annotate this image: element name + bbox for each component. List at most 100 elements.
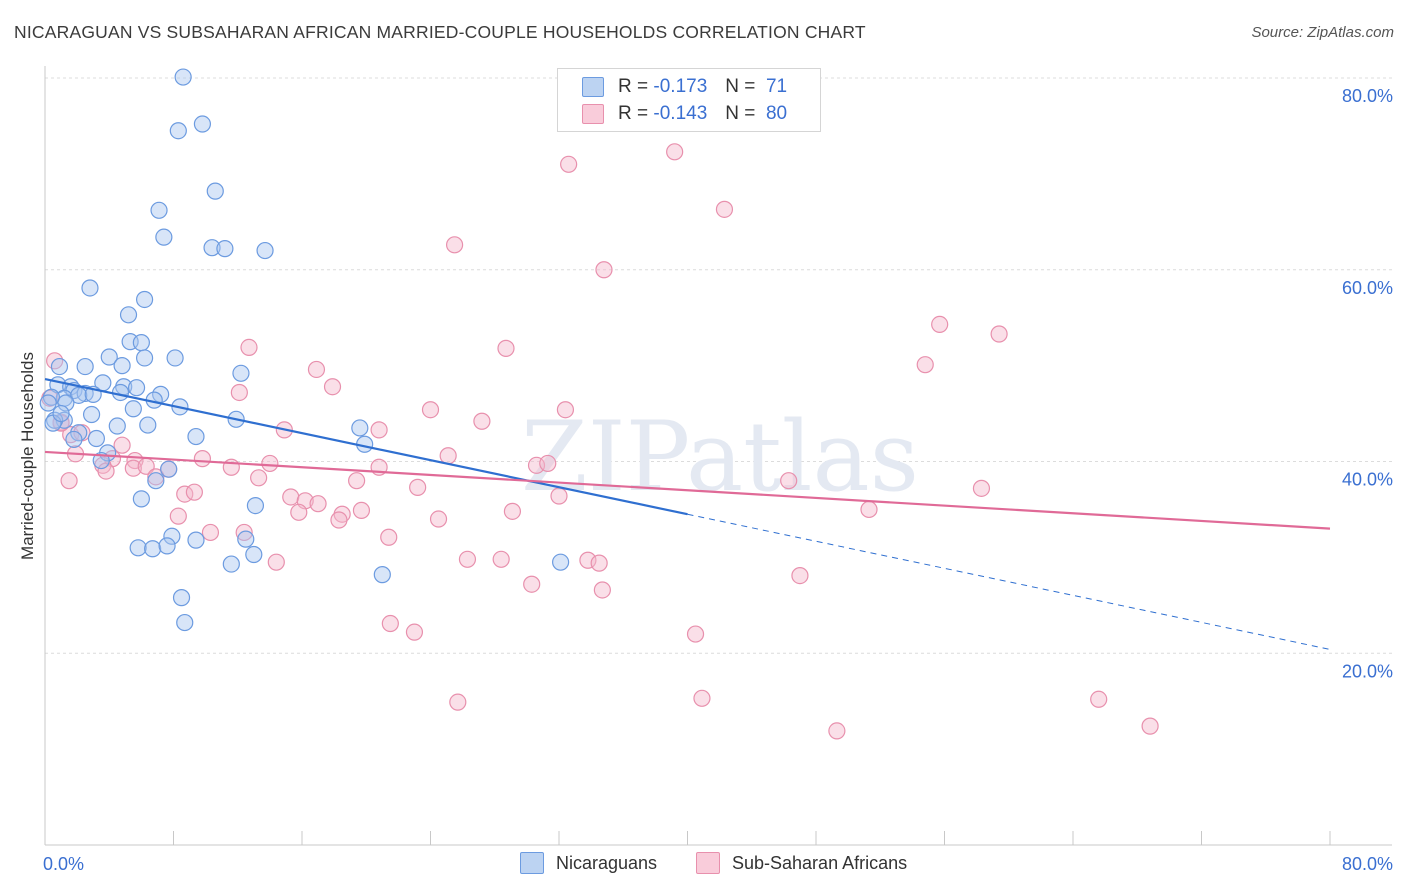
point-sub-saharan-africans: [686, 625, 705, 643]
point-sub-saharan-africans: [282, 488, 300, 506]
point-sub-saharan-africans: [405, 623, 424, 641]
point-nicaraguans: [81, 279, 99, 297]
point-nicaraguans: [237, 530, 255, 548]
legend-r-value: -0.173: [653, 76, 708, 97]
point-sub-saharan-africans: [931, 315, 949, 333]
point-nicaraguans: [76, 357, 94, 376]
point-sub-saharan-africans: [828, 722, 846, 740]
series-nicaraguans-points: [39, 68, 570, 632]
point-sub-saharan-africans: [290, 503, 308, 521]
point-sub-saharan-africans: [409, 478, 427, 496]
point-nicaraguans: [132, 490, 150, 508]
point-nicaraguans: [111, 383, 130, 402]
legend-r-label: R =: [618, 76, 649, 97]
point-sub-saharan-africans: [445, 236, 464, 254]
legend-n-label: N =: [725, 76, 756, 97]
watermark: ZIPatlas: [521, 401, 919, 513]
point-sub-saharan-africans: [539, 454, 557, 473]
point-nicaraguans: [169, 122, 187, 140]
point-sub-saharan-africans: [916, 356, 934, 374]
legend-swatch-pink: [696, 852, 720, 874]
point-nicaraguans: [187, 427, 205, 446]
point-nicaraguans: [50, 357, 69, 376]
point-nicaraguans: [232, 364, 250, 382]
stats-legend: R = -0.173 N = 71 R = -0.143 N = 80: [557, 68, 821, 132]
point-nicaraguans: [144, 540, 162, 558]
point-sub-saharan-africans: [330, 511, 348, 529]
legend-row-sub-saharan: R = -0.143 N = 80: [582, 101, 787, 127]
point-sub-saharan-africans: [693, 689, 711, 707]
y-tick-label: 60.0%: [1342, 278, 1393, 298]
point-nicaraguans: [147, 472, 165, 490]
point-nicaraguans: [70, 386, 88, 404]
point-sub-saharan-africans: [860, 500, 878, 519]
point-sub-saharan-africans: [97, 462, 115, 480]
gridlines: [45, 77, 1392, 654]
point-sub-saharan-africans: [60, 472, 78, 490]
point-nicaraguans: [158, 537, 176, 555]
point-sub-saharan-africans: [556, 401, 575, 419]
point-nicaraguans: [174, 68, 192, 86]
point-nicaraguans: [166, 349, 184, 367]
chart-title: NICARAGUAN VS SUBSAHARAN AFRICAN MARRIED…: [14, 22, 866, 42]
point-nicaraguans: [163, 527, 181, 545]
trend-line-sub-saharan-africans: [44, 450, 1331, 530]
point-nicaraguans: [39, 394, 57, 412]
axes: [44, 66, 1392, 846]
point-sub-saharan-africans: [185, 483, 203, 501]
point-sub-saharan-africans: [473, 412, 491, 430]
point-sub-saharan-africans: [560, 155, 578, 173]
source-label: Source: ZipAtlas.com: [1251, 24, 1394, 41]
legend-item-sub-saharan-africans[interactable]: Sub-Saharan Africans: [696, 852, 907, 874]
point-nicaraguans: [246, 497, 265, 515]
point-sub-saharan-africans: [307, 360, 326, 379]
point-nicaraguans: [57, 394, 75, 412]
point-nicaraguans: [129, 539, 147, 557]
point-sub-saharan-africans: [666, 143, 684, 161]
point-sub-saharan-africans: [124, 459, 142, 477]
point-sub-saharan-africans: [147, 468, 165, 486]
point-sub-saharan-africans: [230, 383, 248, 402]
y-tick-label: 80.0%: [1342, 86, 1393, 106]
point-nicaraguans: [135, 290, 154, 309]
point-nicaraguans: [176, 613, 194, 632]
point-sub-saharan-africans: [380, 528, 398, 546]
point-nicaraguans: [150, 201, 168, 219]
x-tick-label: 80.0%: [1342, 854, 1393, 874]
point-nicaraguans: [222, 555, 240, 573]
point-sub-saharan-africans: [240, 338, 258, 357]
point-sub-saharan-africans: [449, 693, 467, 711]
point-nicaraguans: [256, 241, 274, 260]
legend-row-nicaraguans: R = -0.173 N = 71: [582, 74, 787, 100]
point-nicaraguans: [139, 416, 157, 434]
trend-lines: [44, 377, 1331, 650]
point-sub-saharan-africans: [990, 325, 1008, 343]
point-nicaraguans: [552, 553, 570, 571]
point-sub-saharan-africans: [590, 554, 608, 572]
point-sub-saharan-africans: [497, 339, 515, 357]
point-nicaraguans: [193, 115, 212, 133]
series-sub-saharan-africans-points: [41, 143, 1159, 740]
point-sub-saharan-africans: [193, 450, 212, 468]
point-sub-saharan-africans: [267, 553, 285, 571]
point-sub-saharan-africans: [593, 581, 611, 599]
point-nicaraguans: [187, 531, 205, 549]
point-sub-saharan-africans: [309, 495, 327, 513]
point-nicaraguans: [87, 429, 106, 448]
point-nicaraguans: [46, 411, 64, 429]
point-nicaraguans: [124, 400, 142, 418]
point-nicaraguans: [52, 404, 70, 423]
point-nicaraguans: [135, 349, 154, 367]
legend-item-nicaraguans[interactable]: Nicaraguans: [520, 852, 657, 874]
point-nicaraguans: [373, 566, 391, 584]
point-nicaraguans: [206, 182, 224, 200]
point-sub-saharan-africans: [348, 472, 366, 490]
trend-line-nicaraguans: [44, 377, 688, 516]
point-nicaraguans: [351, 419, 369, 437]
point-sub-saharan-africans: [458, 550, 477, 568]
point-sub-saharan-africans: [352, 501, 371, 519]
trend-line-nicaraguans-extension: [687, 513, 1331, 650]
point-sub-saharan-africans: [523, 575, 541, 593]
point-sub-saharan-africans: [780, 472, 798, 490]
